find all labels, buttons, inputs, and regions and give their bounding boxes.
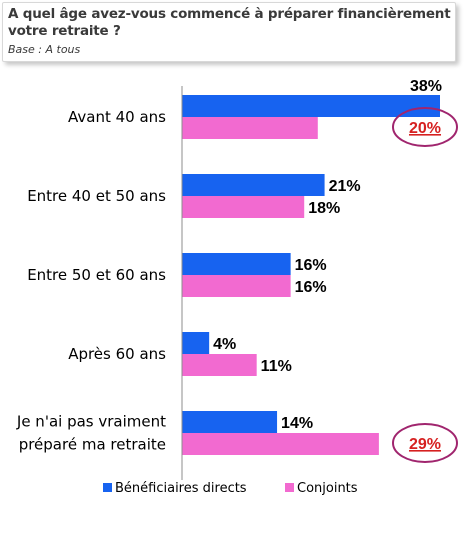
bar [182, 196, 305, 218]
data-label: 4% [213, 336, 236, 353]
legend-label: Bénéficiaires directs [115, 481, 247, 496]
chart-title: A quel âge avez-vous commencé à préparer… [8, 6, 451, 39]
data-label: 21% [329, 178, 361, 195]
data-label: 29% [409, 436, 441, 453]
bars-layer [182, 95, 440, 455]
data-label: 14% [281, 415, 313, 432]
labels-layer: Avant 40 ans 38% 20% Entre 40 et 50 ans 21% 1… [16, 78, 458, 463]
data-label: 11% [261, 358, 292, 375]
chart-header: A quel âge avez-vous commencé à préparer… [2, 2, 456, 62]
bar [182, 95, 440, 117]
legend: Bénéficiaires directs Conjoints [103, 481, 358, 496]
bar [182, 275, 291, 297]
category-label: Entre 50 et 60 ans [27, 266, 166, 284]
category-label: Après 60 ans [68, 345, 166, 363]
bar [182, 411, 278, 433]
bar [182, 174, 325, 196]
chart-base-note: Base : A tous [8, 43, 81, 56]
bar [182, 354, 257, 376]
data-label: 16% [295, 257, 327, 274]
data-label: 38% [410, 78, 442, 95]
legend-label: Conjoints [297, 481, 358, 496]
category-label: Avant 40 ans [68, 108, 166, 126]
bar [182, 117, 318, 139]
category-label: Je n'ai pas vraiment préparé ma retraite [16, 413, 166, 454]
legend-swatch [103, 483, 112, 492]
highlight-ring [392, 423, 458, 463]
legend-swatch [285, 483, 294, 492]
data-label: 20% [409, 120, 441, 137]
highlight-ring [392, 107, 458, 147]
bar [182, 433, 379, 455]
bar [182, 332, 210, 354]
category-label: Entre 40 et 50 ans [27, 187, 166, 205]
data-label: 18% [308, 200, 340, 217]
bar [182, 253, 291, 275]
data-label: 16% [295, 279, 327, 296]
